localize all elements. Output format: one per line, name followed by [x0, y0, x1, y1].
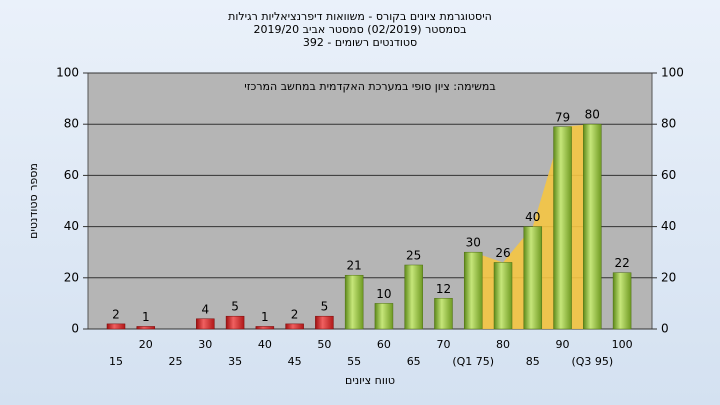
bar [136, 326, 156, 330]
bar [374, 303, 394, 330]
x-tick-label: (Q1 75) [452, 355, 494, 368]
x-tick-label: 100 [612, 338, 633, 351]
x-tick-label: (Q3 95) [571, 355, 613, 368]
x-tick-label: 45 [288, 355, 302, 368]
x-tick-label: 50 [317, 338, 331, 351]
x-tick-label: 90 [556, 338, 570, 351]
bar [583, 123, 602, 330]
value-label: 5 [231, 300, 239, 314]
value-label: 2 [112, 307, 120, 321]
value-label: 30 [466, 236, 481, 250]
bar [612, 272, 632, 330]
bar [196, 318, 215, 330]
value-label: 80 [585, 108, 600, 122]
value-label: 1 [142, 310, 150, 324]
value-label: 2 [291, 307, 299, 321]
value-label: 40 [525, 210, 540, 224]
bar [225, 315, 245, 330]
value-label: 22 [614, 256, 629, 270]
bar [106, 323, 126, 330]
chart-title: היסטוגרמת ציונים בקורס - משוואות דיפרנצי… [228, 10, 492, 23]
bar [285, 323, 304, 330]
chart-subtitle: בסמסטר (02/2019) סמסטר אביב 2019/20 [253, 23, 466, 36]
x-tick-label: 30 [198, 338, 212, 351]
y-tick-label: 80 [64, 117, 79, 131]
chart-subtitle: סטודנטים רשומים - 392 [303, 36, 417, 49]
bar [463, 251, 483, 330]
x-tick-label: 40 [258, 338, 272, 351]
value-label: 5 [321, 300, 329, 314]
y-axis-label: מספר סטודנטים [27, 163, 40, 239]
y-tick-label: 40 [64, 219, 79, 233]
value-label: 26 [495, 246, 510, 260]
y2-tick-label: 100 [661, 66, 684, 80]
x-tick-label: 85 [526, 355, 540, 368]
value-label: 79 [555, 110, 570, 124]
bar [434, 298, 453, 330]
y-tick-label: 100 [56, 66, 79, 80]
x-tick-label: 35 [228, 355, 242, 368]
y2-tick-label: 0 [661, 322, 669, 336]
x-tick-label: 25 [169, 355, 183, 368]
annotation: במשימה: ציון סופי במערכת האקדמית במחשב ה… [244, 80, 495, 93]
bar [493, 262, 513, 330]
value-label: 25 [406, 249, 421, 263]
y2-tick-label: 60 [661, 168, 676, 182]
y2-tick-label: 80 [661, 117, 676, 131]
x-axis-label: טווח ציונים [345, 374, 395, 387]
bar [344, 274, 364, 330]
y2-tick-label: 40 [661, 219, 676, 233]
bar [315, 315, 334, 330]
value-label: 4 [201, 302, 209, 316]
bar [523, 226, 543, 330]
x-tick-label: 80 [496, 338, 510, 351]
value-label: 10 [376, 287, 391, 301]
x-tick-label: 60 [377, 338, 391, 351]
x-tick-label: 55 [347, 355, 361, 368]
value-label: 21 [347, 259, 362, 273]
y2-tick-label: 20 [661, 270, 676, 284]
x-tick-label: 20 [139, 338, 153, 351]
y-tick-label: 60 [64, 168, 79, 182]
bar [553, 126, 572, 330]
value-label: 1 [261, 310, 269, 324]
y-tick-label: 0 [71, 322, 79, 336]
bar [255, 326, 275, 330]
bar [404, 264, 423, 330]
value-label: 12 [436, 282, 451, 296]
x-tick-label: 65 [407, 355, 421, 368]
x-tick-label: 70 [436, 338, 450, 351]
x-tick-label: 15 [109, 355, 123, 368]
y-tick-label: 20 [64, 270, 79, 284]
